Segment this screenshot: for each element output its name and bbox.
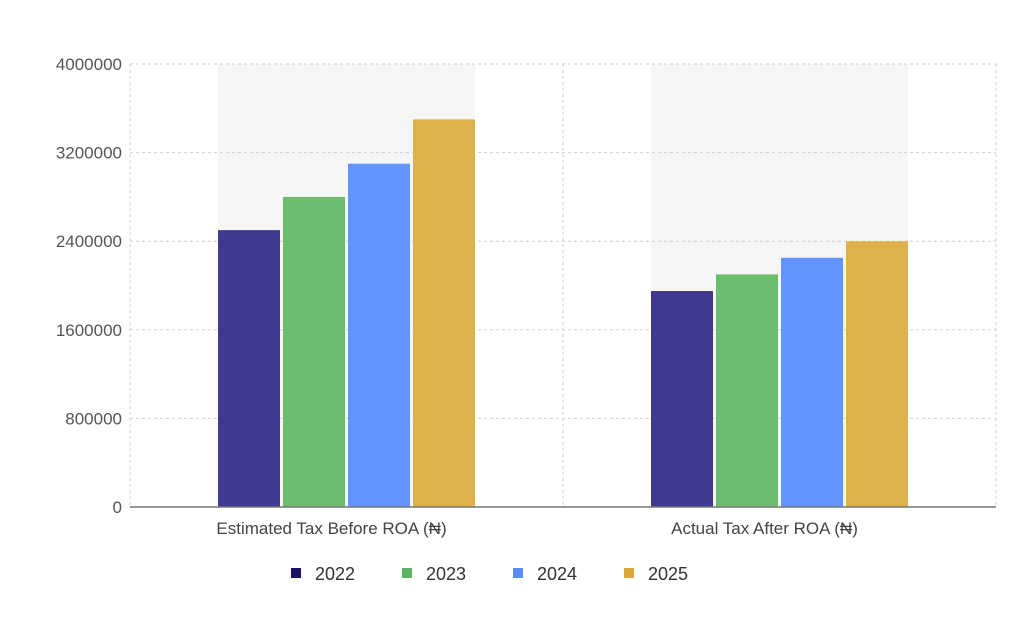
bar-2025 <box>413 119 475 507</box>
y-tick-label: 1600000 <box>56 321 122 340</box>
bar-2024 <box>348 163 410 508</box>
legend-swatch <box>402 568 412 578</box>
bar-2022 <box>218 230 280 507</box>
bar-2023 <box>716 274 778 507</box>
bar-2025 <box>846 241 908 507</box>
legend-swatch <box>291 568 301 578</box>
legend-swatch <box>513 568 523 578</box>
bar-2022 <box>651 291 713 507</box>
y-axis-ticks: 0 800000 1600000 2400000 3200000 4000000 <box>56 55 122 517</box>
y-tick-label: 2400000 <box>56 232 122 251</box>
x-axis-ticks: Estimated Tax Before ROA (₦) Actual Tax A… <box>216 519 857 538</box>
bar-2024 <box>781 257 843 507</box>
y-tick-label: 4000000 <box>56 55 122 74</box>
y-tick-label: 800000 <box>65 409 122 428</box>
y-tick-label: 0 <box>113 498 122 517</box>
bars-group <box>218 119 908 508</box>
legend-label: 2024 <box>537 564 577 584</box>
legend-item-2024[interactable]: 2024 <box>513 564 577 584</box>
legend-label: 2025 <box>648 564 688 584</box>
legend-item-2025[interactable]: 2025 <box>624 564 688 584</box>
legend-item-2023[interactable]: 2023 <box>402 564 466 584</box>
legend-item-2022[interactable]: 2022 <box>291 564 355 584</box>
bar-2023 <box>283 196 345 507</box>
legend: 2022 2023 2024 2025 <box>291 564 688 584</box>
x-tick-label: Actual Tax After ROA (₦) <box>671 519 858 538</box>
y-tick-label: 3200000 <box>56 144 122 163</box>
x-tick-label: Estimated Tax Before ROA (₦) <box>216 519 446 538</box>
legend-label: 2023 <box>426 564 466 584</box>
legend-label: 2022 <box>315 564 355 584</box>
legend-swatch <box>624 568 634 578</box>
